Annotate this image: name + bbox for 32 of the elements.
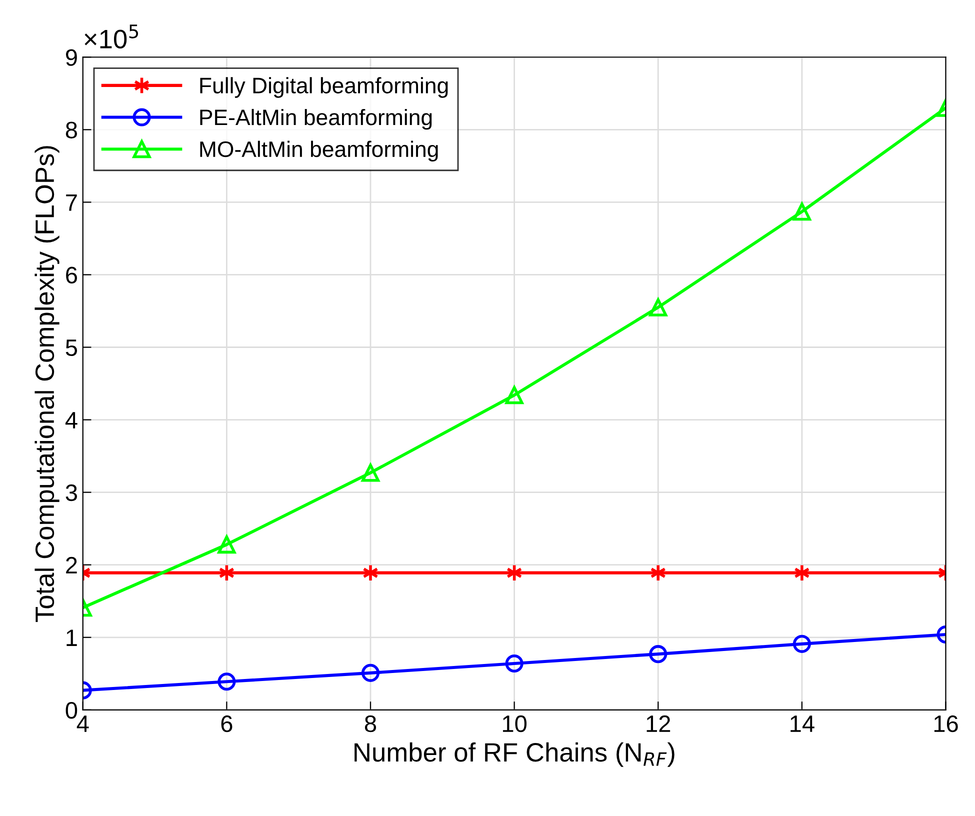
legend-label: PE-AltMin beamforming <box>200 108 432 130</box>
point <box>650 564 666 582</box>
x-tick-label: 4 <box>76 716 89 732</box>
y-tick-label: 5 <box>66 340 78 356</box>
point <box>505 386 524 404</box>
y-tick-label: 1 <box>66 630 77 646</box>
y-axis-title: Total Computational Complexity (FLOPs) <box>34 146 60 622</box>
y-tick-label: 4 <box>65 412 78 428</box>
y-tick-label: 3 <box>66 484 77 502</box>
point <box>361 664 380 682</box>
y-tick-label: 0 <box>66 702 78 719</box>
legend-label: MO-AltMin beamforming <box>200 140 438 162</box>
x-tick-label: 6 <box>221 715 232 732</box>
point <box>506 564 522 582</box>
x-tick-label: 16 <box>934 715 958 732</box>
x-tick-label: 8 <box>364 715 376 732</box>
x-tick-label: 10 <box>502 715 527 732</box>
y-tick-label: 8 <box>66 122 77 138</box>
y-tick-label: 2 <box>66 556 77 574</box>
point <box>505 654 524 673</box>
legend-label: Fully Digital beamforming <box>200 77 448 98</box>
x-axis-title: Number of RF Chains (N$_{RF}$) <box>354 742 674 767</box>
point <box>361 464 380 482</box>
point <box>649 298 668 316</box>
point <box>362 564 379 582</box>
x-tick-label: 14 <box>790 716 814 732</box>
point <box>649 645 668 664</box>
y-tick-label: 7 <box>66 194 77 211</box>
x-tick-label: 12 <box>646 715 670 732</box>
y-tick-label: 6 <box>66 266 77 284</box>
y-tick-label: 9 <box>66 49 77 66</box>
text: ×10$^{5}$ <box>84 24 138 48</box>
